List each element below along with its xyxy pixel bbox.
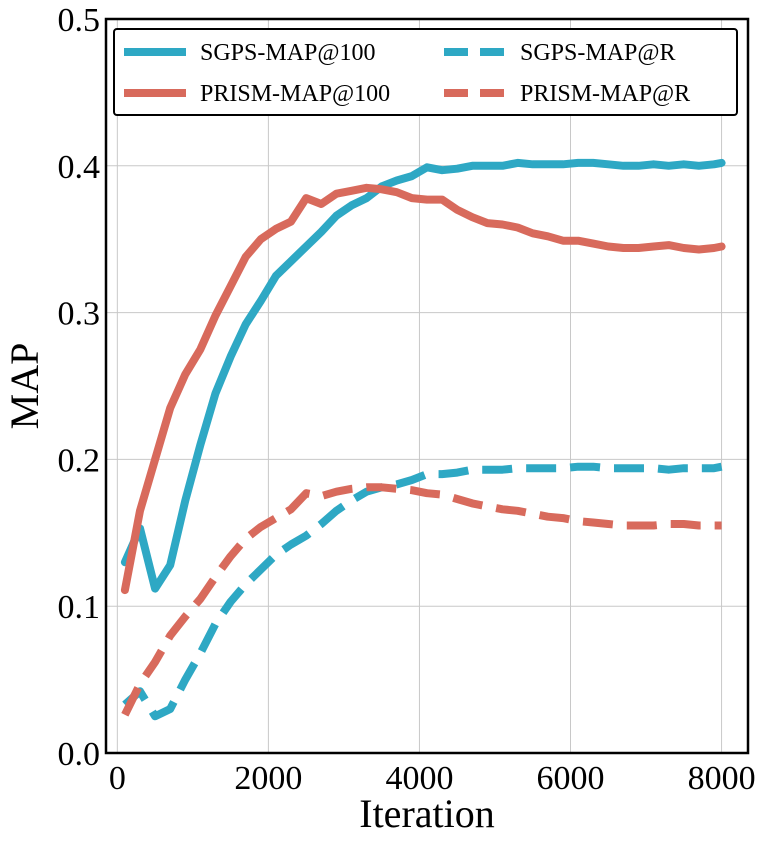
series-lines	[120, 158, 726, 721]
x-axis-title: Iteration	[359, 791, 495, 836]
legend-label-sgps-mapr: SGPS-MAP@R	[520, 40, 676, 66]
legend-label-sgps-map100: SGPS-MAP@100	[200, 40, 376, 66]
y-axis-title: MAP	[2, 343, 47, 430]
x-tick-label: 4000	[385, 760, 453, 797]
y-tick-label: 0.5	[58, 2, 101, 39]
legend-box	[113, 28, 738, 116]
series-line-prism-map-r	[121, 483, 722, 717]
x-tick-label: 6000	[537, 760, 605, 797]
y-tick-label: 0.3	[58, 296, 101, 333]
y-axis-ticks: 0.0 0.1 0.2 0.3 0.4 0.5	[58, 2, 101, 773]
legend-label-prism-map100: PRISM-MAP@100	[200, 81, 390, 107]
y-tick-label: 0.1	[58, 589, 101, 626]
y-tick-label: 0.0	[58, 736, 101, 773]
series-line-prism-map-100	[120, 183, 726, 595]
x-tick-label: 8000	[688, 760, 756, 797]
x-axis-ticks: 0 2000 4000 6000 8000	[109, 760, 756, 797]
x-tick-label: 0	[109, 760, 126, 797]
series-line-sgps-map-100	[120, 158, 726, 593]
series-line-sgps-map-r	[122, 462, 723, 721]
y-tick-label: 0.2	[58, 442, 101, 479]
x-tick-label: 2000	[234, 760, 302, 797]
plot-frame	[104, 17, 750, 755]
legend: SGPS-MAP@100 PRISM-MAP@100 SGPS-MAP@R PR…	[113, 28, 738, 116]
legend-label-prism-mapr: PRISM-MAP@R	[520, 81, 690, 107]
y-tick-label: 0.4	[58, 149, 101, 186]
